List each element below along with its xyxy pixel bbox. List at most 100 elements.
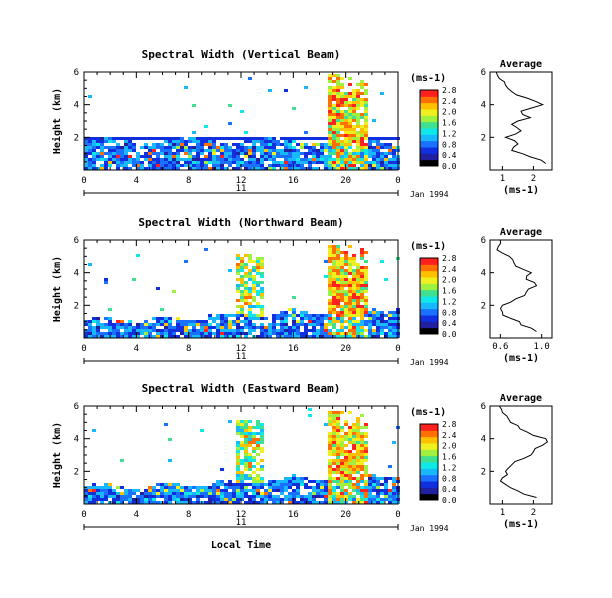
colorbar-tick-label: 1.2 xyxy=(442,129,457,138)
heatmap-cell xyxy=(356,125,360,128)
heatmap-cell xyxy=(356,119,360,122)
heatmap-cell xyxy=(192,320,196,323)
heatmap-cell xyxy=(392,477,396,480)
heatmap-cell xyxy=(248,438,252,441)
heatmap-cell xyxy=(152,143,156,146)
heatmap-cell xyxy=(92,332,96,335)
heatmap-cell xyxy=(328,95,332,98)
heatmap-cell xyxy=(328,447,332,450)
heatmap-cell xyxy=(144,152,148,155)
heatmap-cell xyxy=(308,486,312,489)
heatmap-cell xyxy=(352,125,356,128)
heatmap-cell xyxy=(224,329,228,332)
heatmap-cell xyxy=(180,143,184,146)
heatmap-cell xyxy=(240,158,244,161)
heatmap-cell xyxy=(116,335,120,338)
heatmap-cell xyxy=(92,429,96,432)
heatmap-cell xyxy=(340,266,344,269)
heatmap-cell xyxy=(88,152,92,155)
heatmap-cell xyxy=(248,140,252,143)
heatmap-cell xyxy=(96,332,100,335)
heatmap-cell xyxy=(256,149,260,152)
heatmap-cell xyxy=(216,326,220,329)
heatmap-cell xyxy=(248,320,252,323)
heatmap-cell xyxy=(236,450,240,453)
heatmap-cell xyxy=(280,492,284,495)
heatmap-cell xyxy=(340,483,344,486)
heatmap-cell xyxy=(132,329,136,332)
heatmap-cell xyxy=(196,146,200,149)
heatmap-cell xyxy=(272,323,276,326)
heatmap-cell xyxy=(280,143,284,146)
heatmap-cell xyxy=(84,335,88,338)
heatmap-cell xyxy=(256,326,260,329)
heatmap-cell xyxy=(336,86,340,89)
heatmap-cell xyxy=(260,426,264,429)
heatmap-cell xyxy=(220,326,224,329)
x-tick-label: 16 xyxy=(288,510,299,520)
colorbar-swatch xyxy=(420,258,438,265)
heatmap-cell xyxy=(328,287,332,290)
heatmap-cell xyxy=(268,495,272,498)
heatmap-cell xyxy=(336,423,340,426)
heatmap-cell xyxy=(332,411,336,414)
heatmap-cell xyxy=(332,287,336,290)
heatmap-cell xyxy=(288,143,292,146)
heatmap-cell xyxy=(348,474,352,477)
colorbar-frame xyxy=(419,257,439,335)
heatmap-cell xyxy=(120,332,124,335)
heatmap-cell xyxy=(248,260,252,263)
heatmap-cell xyxy=(200,152,204,155)
heatmap-cell xyxy=(236,287,240,290)
heatmap-cell xyxy=(280,486,284,489)
heatmap-cell xyxy=(308,137,312,140)
heatmap-cell xyxy=(340,86,344,89)
heatmap-cell xyxy=(380,477,384,480)
heatmap-cell xyxy=(84,158,88,161)
heatmap-cell xyxy=(148,167,152,170)
heatmap-cell xyxy=(252,290,256,293)
heatmap-cell xyxy=(372,480,376,483)
heatmap-cell xyxy=(220,495,224,498)
colorbar-swatch xyxy=(420,302,438,310)
heatmap-cell xyxy=(240,432,244,435)
heatmap-cell xyxy=(328,155,332,158)
heatmap-cell xyxy=(336,83,340,86)
colorbar-tick-label: 2.0 xyxy=(442,276,457,285)
heatmap-cell xyxy=(192,492,196,495)
colorbar-swatch xyxy=(420,90,438,97)
heatmap-cell xyxy=(336,254,340,257)
heatmap-cell xyxy=(364,98,368,101)
heatmap-cell xyxy=(204,248,208,251)
colorbar-tick-label: 1.6 xyxy=(442,453,457,462)
heatmap-cell xyxy=(344,444,348,447)
heatmap-cell xyxy=(332,495,336,498)
heatmap-cell xyxy=(348,131,352,134)
heatmap-cell xyxy=(160,158,164,161)
heatmap-cell xyxy=(364,498,368,501)
heatmap-cell xyxy=(296,335,300,338)
heatmap-cell xyxy=(216,483,220,486)
heatmap-cell xyxy=(188,167,192,170)
heatmap-cell xyxy=(340,263,344,266)
heatmap-cell xyxy=(244,441,248,444)
heatmap-cell xyxy=(216,335,220,338)
heatmap-cell xyxy=(336,302,340,305)
heatmap-cell xyxy=(308,329,312,332)
heatmap-cell xyxy=(284,477,288,480)
heatmap-cell xyxy=(340,492,344,495)
heatmap-cell xyxy=(304,146,308,149)
heatmap-cell xyxy=(252,426,256,429)
heatmap-cell xyxy=(388,477,392,480)
heatmap-cell xyxy=(140,161,144,164)
heatmap-cell xyxy=(244,137,248,140)
heatmap-cell xyxy=(236,269,240,272)
heatmap-cell xyxy=(332,113,336,116)
heatmap-cell xyxy=(148,486,152,489)
heatmap-cell xyxy=(344,459,348,462)
heatmap-cell xyxy=(244,131,248,134)
heatmap-cell xyxy=(384,137,388,140)
heatmap-cell xyxy=(360,320,364,323)
heatmap-cell xyxy=(292,140,296,143)
heatmap-cell xyxy=(224,492,228,495)
